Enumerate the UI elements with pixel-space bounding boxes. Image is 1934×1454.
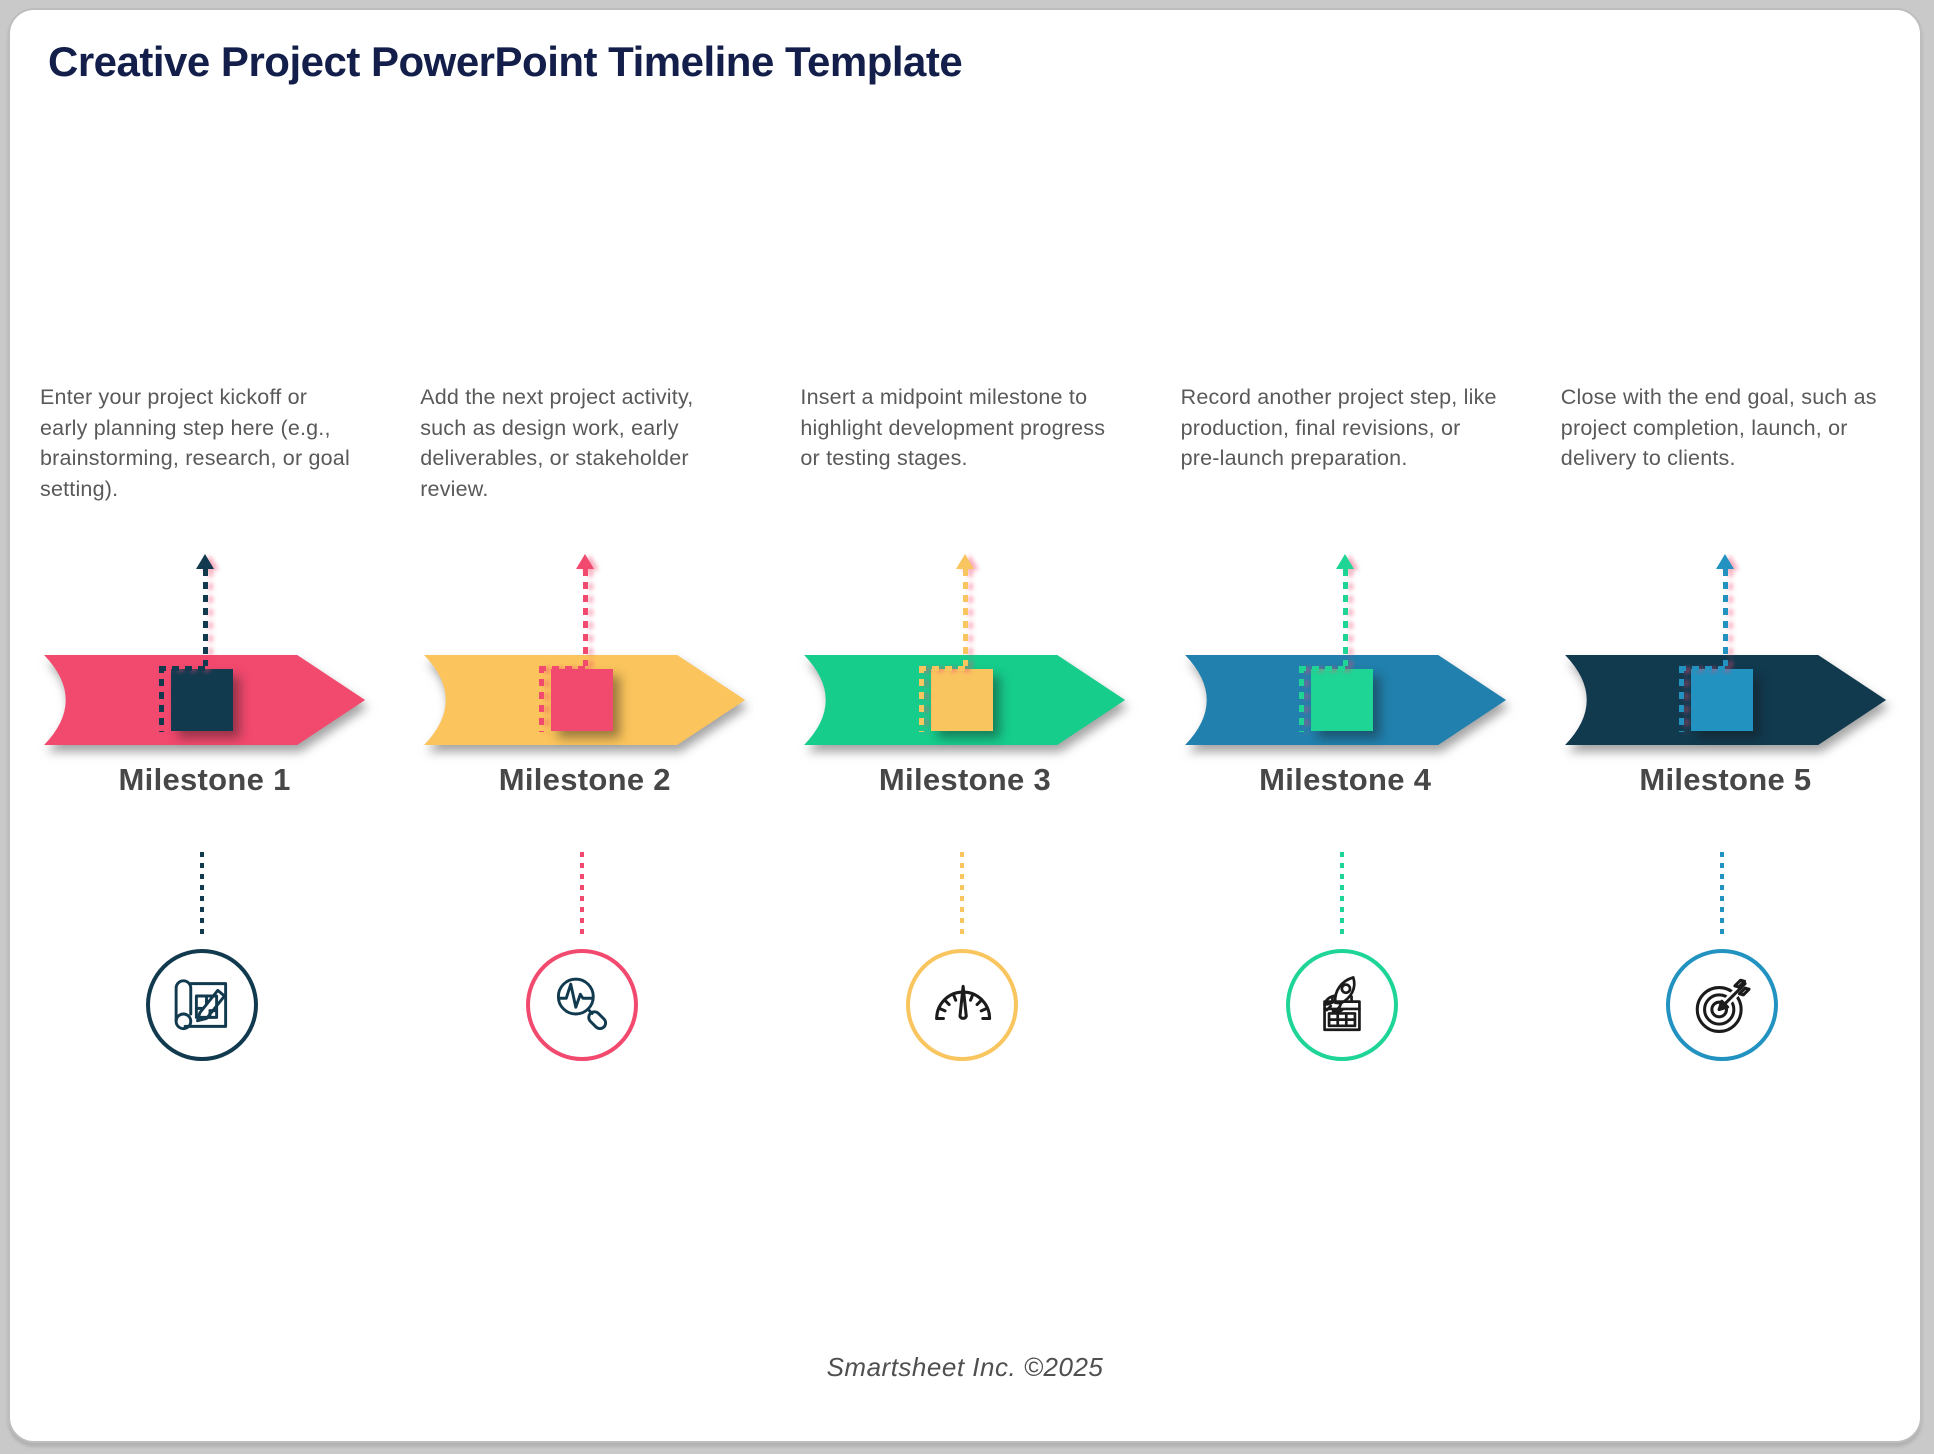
page-title: Creative Project PowerPoint Timeline Tem… bbox=[48, 38, 963, 85]
dashed-outline-top bbox=[918, 666, 965, 671]
milestone-banner-zone bbox=[1181, 554, 1510, 746]
milestone-label: Milestone 4 bbox=[1259, 762, 1432, 797]
rocket-calendar-icon bbox=[1286, 949, 1399, 1061]
milestone-square bbox=[550, 669, 613, 731]
arrowhead-icon bbox=[1336, 554, 1355, 569]
copyright-note: Smartsheet Inc. ©2025 bbox=[826, 1352, 1104, 1382]
dashed-outline-left bbox=[918, 666, 924, 732]
dashed-outline-left bbox=[1679, 666, 1685, 732]
milestone-banner-zone bbox=[800, 554, 1129, 746]
gauge-icon bbox=[905, 949, 1018, 1061]
milestone-column-1: Enter your project kickoff or early plan… bbox=[40, 382, 369, 1061]
milestone-label: Milestone 5 bbox=[1639, 762, 1812, 797]
arrowhead-icon bbox=[1716, 554, 1735, 569]
dotted-connector bbox=[579, 852, 584, 934]
milestone-column-4: Record another project step, like produc… bbox=[1181, 382, 1510, 1061]
dashed-line-vertical bbox=[962, 569, 968, 666]
dashed-outline-top bbox=[538, 666, 585, 671]
dashed-outline-top bbox=[1679, 666, 1726, 671]
milestone-banner-zone bbox=[40, 554, 369, 746]
milestone-description: Insert a midpoint milestone to highlight… bbox=[800, 385, 1106, 471]
milestone-description: Record another project step, like produc… bbox=[1180, 385, 1497, 471]
blueprint-pencil-icon bbox=[145, 949, 258, 1061]
dotted-connector bbox=[1720, 852, 1725, 934]
dashed-outline-left bbox=[1299, 666, 1305, 732]
target-arrow-icon bbox=[1666, 949, 1779, 1061]
milestones-grid: Enter your project kickoff or early plan… bbox=[40, 382, 1890, 1061]
milestone-column-2: Add the next project activity, such as d… bbox=[420, 382, 749, 1061]
dashed-outline-left bbox=[538, 666, 544, 732]
arrowhead-icon bbox=[195, 554, 214, 569]
dashed-outline-left bbox=[158, 666, 164, 732]
milestone-label: Milestone 3 bbox=[878, 762, 1052, 797]
dashed-line-vertical bbox=[202, 569, 208, 666]
milestone-square bbox=[930, 669, 993, 731]
dashed-outline-top bbox=[158, 666, 205, 671]
milestone-square bbox=[1311, 669, 1374, 731]
dashed-line-vertical bbox=[582, 569, 588, 666]
dashed-line-vertical bbox=[1723, 569, 1729, 666]
milestone-banner-zone bbox=[420, 554, 749, 746]
dotted-connector bbox=[959, 852, 964, 934]
dotted-connector bbox=[199, 852, 204, 934]
milestone-description: Enter your project kickoff or early plan… bbox=[40, 385, 350, 502]
arrowhead-icon bbox=[575, 554, 594, 569]
dashed-line-vertical bbox=[1343, 569, 1349, 666]
dotted-connector bbox=[1340, 852, 1345, 934]
milestone-square bbox=[1691, 669, 1754, 731]
milestone-label: Milestone 1 bbox=[118, 762, 291, 797]
slide-card: Creative Project PowerPoint Timeline Tem… bbox=[8, 8, 1922, 1443]
milestone-label: Milestone 2 bbox=[498, 762, 671, 797]
milestone-column-5: Close with the end goal, such as project… bbox=[1561, 382, 1890, 1061]
dashed-outline-top bbox=[1299, 666, 1346, 671]
milestone-square bbox=[170, 669, 233, 731]
pulse-magnifier-icon bbox=[525, 949, 638, 1061]
milestone-description: Add the next project activity, such as d… bbox=[420, 385, 694, 502]
milestone-banner-zone bbox=[1561, 554, 1890, 746]
milestone-description: Close with the end goal, such as project… bbox=[1560, 385, 1877, 471]
arrowhead-icon bbox=[955, 554, 974, 569]
milestone-column-3: Insert a midpoint milestone to highlight… bbox=[800, 382, 1129, 1061]
